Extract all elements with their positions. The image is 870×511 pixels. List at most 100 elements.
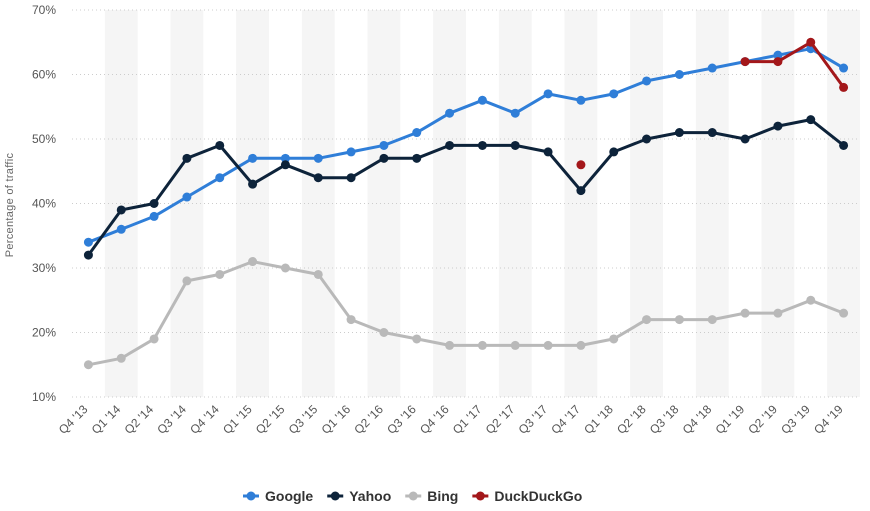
column-bands: [104, 10, 860, 397]
data-point-bing[interactable]: [839, 308, 849, 318]
data-point-google[interactable]: [543, 89, 553, 99]
data-point-yahoo[interactable]: [379, 153, 389, 163]
legend-label: Yahoo: [349, 488, 391, 504]
x-tick-label: Q4 '14: [187, 402, 222, 437]
data-point-yahoo[interactable]: [576, 186, 586, 196]
data-point-duckduckgo[interactable]: [740, 57, 750, 67]
data-point-bing[interactable]: [445, 340, 455, 350]
data-point-bing[interactable]: [248, 257, 258, 267]
y-axis-ticks: 10% 20% 30% 40% 50% 60% 70%: [32, 3, 56, 404]
data-point-duckduckgo[interactable]: [839, 82, 849, 92]
data-point-yahoo[interactable]: [477, 140, 487, 150]
data-point-google[interactable]: [477, 95, 487, 105]
data-point-bing[interactable]: [642, 315, 652, 325]
data-point-google[interactable]: [313, 153, 323, 163]
data-point-yahoo[interactable]: [773, 121, 783, 131]
data-point-bing[interactable]: [313, 269, 323, 279]
data-point-google[interactable]: [773, 50, 783, 60]
data-point-google[interactable]: [510, 108, 520, 118]
data-point-google[interactable]: [839, 63, 849, 73]
data-point-google[interactable]: [412, 128, 422, 138]
data-point-yahoo[interactable]: [248, 179, 258, 189]
data-point-bing[interactable]: [116, 353, 126, 363]
data-point-bing[interactable]: [280, 263, 290, 273]
data-point-google[interactable]: [576, 95, 586, 105]
column-band: [761, 10, 795, 397]
data-point-bing[interactable]: [182, 276, 192, 286]
legend-marker: [330, 491, 340, 501]
data-point-bing[interactable]: [740, 308, 750, 318]
data-point-yahoo[interactable]: [83, 250, 93, 260]
data-point-google[interactable]: [83, 237, 93, 247]
data-point-bing[interactable]: [412, 334, 422, 344]
data-point-yahoo[interactable]: [543, 147, 553, 157]
data-point-google[interactable]: [707, 63, 717, 73]
data-point-bing[interactable]: [346, 315, 356, 325]
data-point-bing[interactable]: [215, 269, 225, 279]
data-point-yahoo[interactable]: [313, 173, 323, 183]
data-point-bing[interactable]: [674, 315, 684, 325]
legend-item-yahoo[interactable]: Yahoo: [327, 488, 391, 504]
data-point-yahoo[interactable]: [806, 115, 816, 125]
data-point-yahoo[interactable]: [642, 134, 652, 144]
x-tick-label: Q1 '14: [89, 402, 124, 437]
data-point-bing[interactable]: [543, 340, 553, 350]
data-point-google[interactable]: [379, 140, 389, 150]
data-point-google[interactable]: [248, 153, 258, 163]
data-point-bing[interactable]: [707, 315, 717, 325]
data-point-bing[interactable]: [149, 334, 159, 344]
data-point-google[interactable]: [674, 70, 684, 79]
data-point-yahoo[interactable]: [674, 128, 684, 138]
data-point-google[interactable]: [182, 192, 192, 202]
data-point-google[interactable]: [149, 211, 159, 221]
data-point-bing[interactable]: [609, 334, 619, 344]
data-point-duckduckgo[interactable]: [773, 57, 783, 67]
data-point-google[interactable]: [642, 76, 652, 86]
data-point-bing[interactable]: [83, 360, 93, 370]
data-point-duckduckgo[interactable]: [806, 37, 816, 47]
data-point-google[interactable]: [346, 147, 356, 157]
data-point-bing[interactable]: [806, 295, 816, 305]
data-point-yahoo[interactable]: [510, 140, 520, 150]
data-point-google[interactable]: [445, 108, 455, 118]
series-duckduckgo: [576, 37, 849, 170]
y-tick-label: 20%: [32, 326, 56, 340]
y-tick-label: 60%: [32, 68, 56, 82]
data-point-yahoo[interactable]: [215, 140, 225, 150]
legend-label: Google: [265, 488, 313, 504]
y-tick-label: 70%: [32, 3, 56, 17]
data-point-google[interactable]: [280, 153, 290, 163]
data-point-bing[interactable]: [477, 340, 487, 350]
data-point-yahoo[interactable]: [116, 205, 126, 215]
y-tick-label: 30%: [32, 261, 56, 275]
x-tick-label: Q1 '16: [319, 402, 354, 437]
data-point-yahoo[interactable]: [182, 153, 192, 163]
data-point-yahoo[interactable]: [839, 140, 849, 150]
data-point-yahoo[interactable]: [346, 173, 356, 183]
legend-marker: [408, 491, 418, 501]
data-point-duckduckgo[interactable]: [576, 160, 586, 170]
data-point-yahoo[interactable]: [149, 199, 159, 208]
legend-item-duckduckgo[interactable]: DuckDuckGo: [472, 488, 582, 504]
column-band: [630, 10, 663, 397]
data-point-bing[interactable]: [773, 308, 783, 318]
data-point-google[interactable]: [116, 224, 126, 234]
data-point-yahoo[interactable]: [740, 134, 750, 144]
data-point-yahoo[interactable]: [445, 140, 455, 150]
data-point-yahoo[interactable]: [412, 153, 422, 163]
legend-item-bing[interactable]: Bing: [405, 488, 458, 504]
data-point-yahoo[interactable]: [280, 160, 290, 170]
data-point-bing[interactable]: [576, 340, 586, 350]
legend-label: DuckDuckGo: [494, 488, 582, 504]
data-point-bing[interactable]: [510, 340, 520, 350]
legend-item-google[interactable]: Google: [243, 488, 313, 504]
x-tick-label: Q4 '18: [680, 402, 715, 437]
x-tick-label: Q4 '13: [56, 402, 91, 437]
data-point-google[interactable]: [215, 173, 225, 183]
data-point-yahoo[interactable]: [609, 147, 619, 157]
data-point-bing[interactable]: [379, 328, 389, 337]
data-point-yahoo[interactable]: [707, 128, 717, 138]
x-tick-label: Q1 '17: [450, 402, 485, 437]
data-point-google[interactable]: [609, 89, 619, 99]
